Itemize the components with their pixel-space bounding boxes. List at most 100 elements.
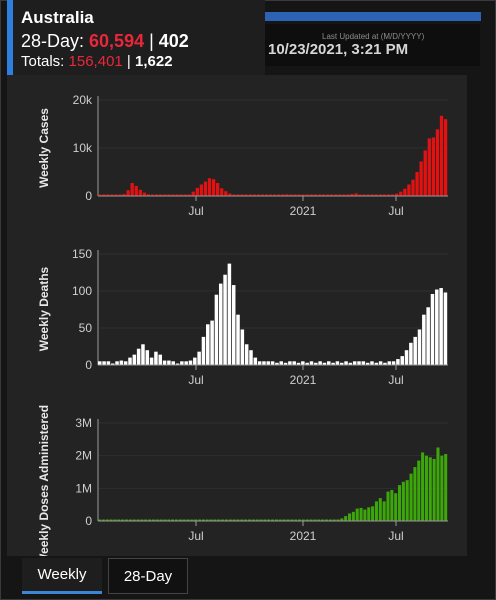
deaths-bar	[275, 362, 279, 365]
deaths-bar	[370, 361, 374, 365]
country-popup: Australia 28-Day: 60,594 | 402 Totals: 1…	[7, 0, 265, 75]
doses-bar	[171, 519, 175, 521]
cases-bar	[220, 188, 224, 196]
deaths-bar	[188, 360, 193, 365]
doses-bar	[359, 507, 363, 521]
cases-bar	[207, 178, 212, 196]
stats-totals-cases: 156,401	[68, 53, 123, 70]
doses-bar	[440, 455, 444, 521]
deaths-bar	[119, 360, 124, 365]
doses-bar	[232, 519, 236, 521]
doses-bar	[128, 519, 132, 521]
doses-bar	[224, 519, 228, 521]
doses-bar	[351, 511, 355, 521]
doses-bar	[132, 519, 136, 521]
deaths-bar	[184, 361, 188, 365]
last-updated-label: Last Updated at (M/D/YYYY)	[322, 32, 425, 41]
cases-x-tick-label: Jul	[388, 204, 403, 218]
doses-bar	[294, 519, 298, 521]
doses-bar	[121, 519, 125, 521]
deaths-bar	[132, 354, 137, 365]
cases-bar	[199, 184, 204, 196]
cases-bar	[106, 194, 110, 196]
tab-weekly[interactable]: Weekly	[22, 558, 102, 594]
cases-bar	[415, 172, 419, 196]
doses-bar	[140, 519, 144, 521]
deaths-bar	[210, 320, 214, 365]
stats-28-day-deaths: 402	[158, 31, 189, 51]
doses-bar	[413, 467, 417, 521]
cases-bar	[273, 194, 277, 196]
doses-bar	[355, 508, 359, 521]
doses-bar	[348, 513, 352, 521]
doses-bar	[182, 519, 186, 521]
deaths-bar	[262, 361, 266, 365]
cases-bar	[142, 192, 147, 196]
cases-bar	[395, 193, 399, 196]
cases-bar	[211, 179, 216, 196]
deaths-bar	[141, 344, 145, 365]
cases-bar	[122, 194, 126, 196]
cases-bar	[228, 193, 232, 196]
deaths-x-tick-label: Jul	[388, 373, 403, 387]
cases-bar	[146, 194, 151, 196]
doses-bar	[148, 519, 152, 521]
doses-bar	[336, 519, 340, 521]
doses-bar	[405, 480, 409, 521]
cases-bar	[110, 194, 114, 196]
doses-bar	[221, 519, 225, 521]
deaths-bar	[201, 336, 206, 365]
stats-28-day: 28-Day: 60,594 | 402	[21, 31, 189, 52]
cases-bar	[338, 194, 342, 196]
deaths-bar	[136, 348, 141, 365]
doses-bar	[382, 501, 386, 521]
cases-bar	[130, 183, 134, 196]
doses-x-tick-label: 2021	[290, 529, 317, 543]
stats-totals: Totals: 156,401 | 1,622	[21, 53, 173, 70]
cases-bar	[175, 194, 179, 196]
cases-bar	[403, 188, 407, 196]
doses-bar	[301, 519, 305, 521]
cases-bar	[187, 194, 191, 196]
cases-bar	[313, 194, 317, 196]
cases-bar	[435, 129, 440, 196]
doses-bar	[255, 519, 259, 521]
doses-y-tick-label: 3M	[75, 416, 92, 430]
cases-bar	[252, 194, 256, 196]
doses-bar	[124, 519, 128, 521]
doses-x-tick-label: Jul	[388, 529, 403, 543]
deaths-x-tick-label: Jul	[188, 373, 203, 387]
deaths-bar	[236, 314, 240, 365]
doses-bar	[398, 485, 402, 521]
doses-bar	[228, 519, 232, 521]
cases-bar	[236, 194, 240, 196]
chart-panel: 0 10k 20k Weekly Cases Jul 2021 Jul 0 50 100 150 We…	[7, 75, 467, 556]
doses-bar	[271, 519, 275, 521]
tab-28-day[interactable]: 28-Day	[108, 558, 188, 594]
cases-bar	[431, 137, 435, 196]
cases-bar	[427, 138, 431, 196]
cases-bar	[317, 194, 322, 196]
stats-28-day-separator: |	[144, 31, 159, 51]
deaths-bar	[413, 336, 417, 365]
deaths-bar	[102, 361, 106, 365]
cases-bar	[183, 194, 187, 196]
doses-bar	[324, 519, 328, 521]
doses-y-tick-label: 2M	[75, 449, 92, 463]
cases-y-tick-label: 10k	[73, 141, 93, 155]
doses-bar	[109, 519, 113, 521]
deaths-bar	[314, 362, 318, 365]
doses-bar	[436, 447, 440, 521]
doses-bar	[417, 460, 421, 521]
doses-bar	[178, 519, 182, 521]
deaths-bar	[318, 361, 322, 365]
cases-bar	[134, 185, 138, 196]
doses-bar	[401, 481, 405, 521]
cases-bar	[297, 194, 301, 196]
doses-bar	[98, 519, 102, 521]
doses-bar	[101, 519, 105, 521]
header-accent-bar	[265, 12, 481, 21]
doses-bar	[363, 509, 367, 521]
cases-y-axis-title: Weekly Cases	[37, 108, 51, 188]
cases-bar	[321, 194, 326, 196]
